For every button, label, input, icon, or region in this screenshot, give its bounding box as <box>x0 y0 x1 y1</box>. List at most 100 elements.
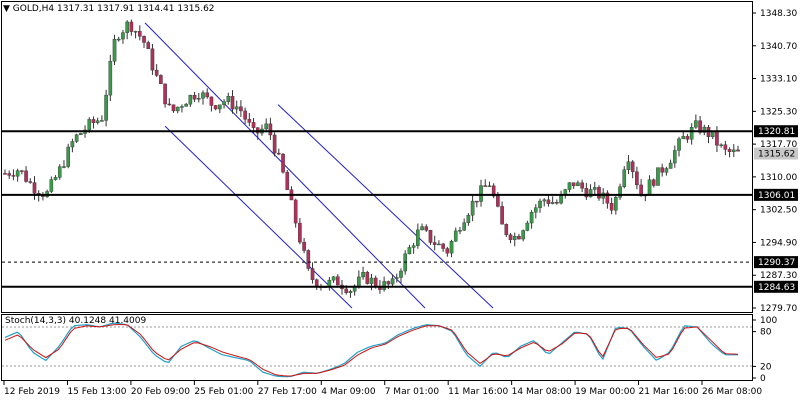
candle-body <box>150 48 155 71</box>
candle-body <box>188 95 193 105</box>
candle-body <box>475 200 479 203</box>
menu-arrow-icon[interactable]: ▼ <box>3 4 10 14</box>
candle-body <box>512 236 517 240</box>
candle-body <box>614 197 618 211</box>
symbol-label: GOLD,H4 <box>12 4 55 14</box>
descending-channel[interactable] <box>144 22 494 309</box>
candle-body <box>470 200 475 216</box>
candle-body <box>453 230 458 242</box>
candle-body <box>542 199 547 202</box>
candle-body <box>121 32 125 40</box>
candle-body <box>293 199 298 224</box>
candle-body <box>32 182 37 194</box>
candle-body <box>264 123 268 130</box>
channel-upper-line[interactable] <box>277 104 494 309</box>
candle-body <box>239 106 243 112</box>
candle-body <box>609 203 614 211</box>
level-labels: 1320.81 1315.62 1306.01 1290.37 1284.63 <box>754 125 798 293</box>
low-value: 1314.41 <box>137 4 175 14</box>
candle-body <box>546 199 551 204</box>
candle-body <box>344 288 349 293</box>
candle-body <box>491 185 496 197</box>
candle-body <box>53 177 58 180</box>
level-label-box <box>754 280 798 293</box>
candle-body <box>79 133 83 135</box>
candle-body <box>605 192 610 204</box>
candle-body <box>441 243 445 249</box>
candle-body <box>449 241 454 254</box>
time-tick-label: 26 Mar 08:00 <box>702 387 762 397</box>
candle-body <box>310 268 315 280</box>
candle-body <box>424 226 429 231</box>
level-label-box <box>754 147 798 160</box>
candle-body <box>108 61 113 96</box>
candle-body <box>571 182 576 187</box>
time-tick-label: 4 Mar 09:00 <box>321 387 376 397</box>
candle-body <box>483 185 488 187</box>
candle-body <box>20 170 24 172</box>
candle-body <box>15 170 20 177</box>
candle-body <box>133 31 138 33</box>
price-tick-label: 1279.70 <box>760 304 797 314</box>
price-tick-label: 1302.50 <box>760 206 797 216</box>
price-tick-label: 1287.30 <box>760 271 797 281</box>
candle-body <box>521 230 525 240</box>
candle-body <box>373 277 378 287</box>
horizontal-levels[interactable] <box>2 130 752 288</box>
candle-body <box>576 182 580 187</box>
time-tick-label: 14 Mar 08:00 <box>512 387 572 397</box>
stoch-lines <box>4 322 739 378</box>
channel-lower-line[interactable] <box>164 125 353 309</box>
price-axis: 1348.30 1340.70 1333.10 1325.30 1317.70 1310.… <box>752 9 797 314</box>
candle-body <box>369 277 374 284</box>
candle-body <box>104 94 108 121</box>
level-label: 1306.01 <box>758 191 795 201</box>
candle-body <box>656 167 660 186</box>
candle-body <box>432 242 437 245</box>
price-tick-label: 1325.30 <box>760 107 797 117</box>
candle-body <box>416 229 420 246</box>
candle-body <box>660 167 664 173</box>
candle-body <box>479 185 483 202</box>
candle-body <box>731 149 736 152</box>
candle-body <box>28 181 33 183</box>
stoch-label: Stoch(14,3,3) 40.1248 41.4009 <box>5 316 147 326</box>
candle-body <box>677 138 681 151</box>
candle-body <box>702 126 707 133</box>
candle-body <box>335 276 340 286</box>
time-tick-label: 21 Mar 16:00 <box>639 387 699 397</box>
candle-body <box>399 270 403 278</box>
candle-body <box>159 75 163 85</box>
candle-body <box>584 188 589 198</box>
candle-body <box>192 95 197 100</box>
candle-body <box>651 179 656 186</box>
candle-body <box>62 166 66 168</box>
candle-body <box>201 92 205 99</box>
level-label-box <box>754 256 798 269</box>
candle-body <box>626 161 631 170</box>
candle-body <box>167 103 172 106</box>
candle-body <box>559 195 563 204</box>
candle-body <box>622 169 627 187</box>
candle-body <box>694 120 698 128</box>
candle-body <box>487 185 492 188</box>
candle-body <box>306 250 311 269</box>
candle-body <box>66 146 70 167</box>
close-value: 1315.62 <box>177 4 215 14</box>
channel-upper-left-line[interactable] <box>144 22 426 309</box>
candle-body <box>3 173 7 175</box>
candle-body <box>314 279 319 287</box>
candle-body <box>116 38 121 41</box>
candle-body <box>407 247 412 255</box>
level-label-box <box>754 188 798 201</box>
candle-body <box>496 195 500 207</box>
candle-body <box>647 179 652 195</box>
time-tick-label: 11 Mar 16:00 <box>448 387 508 397</box>
candle-body <box>525 222 530 231</box>
candle-body <box>592 187 597 190</box>
candle-body <box>213 105 218 110</box>
stoch-axis: 100 80 20 0 <box>752 316 777 384</box>
candle-body <box>504 224 509 235</box>
stoch-tick-label: 80 <box>760 328 772 338</box>
